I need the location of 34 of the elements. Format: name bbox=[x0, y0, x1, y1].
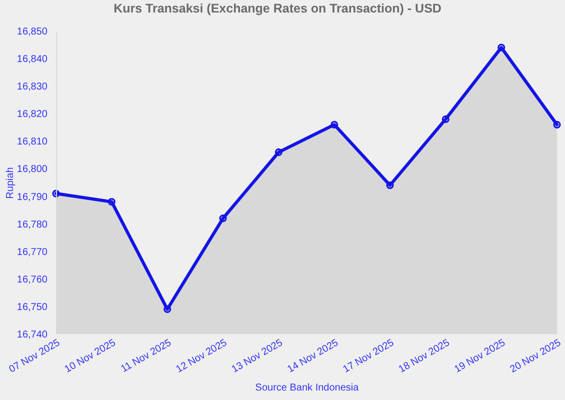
y-tick-label: 16,840 bbox=[16, 54, 48, 66]
y-tick-label: 16,780 bbox=[16, 219, 48, 230]
y-tick-label: 16,770 bbox=[16, 246, 48, 258]
x-axis-title: Source Bank Indonesia bbox=[255, 382, 360, 394]
point bbox=[52, 190, 60, 198]
y-tick-label: 16,810 bbox=[16, 136, 48, 148]
point bbox=[108, 198, 116, 206]
y-tick-label: 16,820 bbox=[16, 109, 48, 120]
point bbox=[219, 214, 227, 222]
point bbox=[386, 181, 394, 190]
point bbox=[330, 120, 338, 128]
point bbox=[274, 148, 282, 156]
y-tick-label: 16,850 bbox=[16, 26, 48, 38]
x-tick-label: 14 Nov 2025 bbox=[286, 337, 341, 376]
chart-title: Kurs Transaksi (Exchange Rates on Transaction) - USD bbox=[114, 2, 442, 16]
point bbox=[442, 115, 450, 123]
x-tick-label: 10 Nov 2025 bbox=[63, 337, 118, 376]
y-tick-label: 16,750 bbox=[16, 302, 48, 313]
x-tick-label: 17 Nov 2025 bbox=[341, 337, 396, 376]
x-tick-label: 20 Nov 2025 bbox=[508, 337, 564, 376]
point bbox=[498, 44, 506, 52]
y-axis-title: Rupiah bbox=[4, 167, 16, 199]
x-tick-label: 11 Nov 2025 bbox=[119, 337, 174, 376]
point bbox=[553, 120, 561, 128]
y-tick-label: 16,790 bbox=[16, 192, 48, 203]
y-tick-label: 16,760 bbox=[16, 274, 48, 286]
x-tick-label: 19 Nov 2025 bbox=[452, 337, 508, 376]
x-tick-label: 18 Nov 2025 bbox=[397, 337, 452, 376]
x-tick-label: 12 Nov 2025 bbox=[174, 337, 230, 376]
point bbox=[164, 305, 172, 314]
y-tick-label: 16,800 bbox=[16, 164, 48, 176]
y-tick-label: 16,740 bbox=[16, 330, 48, 340]
y-tick-label: 16,830 bbox=[16, 82, 48, 93]
x-tick-label: 13 Nov 2025 bbox=[230, 337, 286, 376]
